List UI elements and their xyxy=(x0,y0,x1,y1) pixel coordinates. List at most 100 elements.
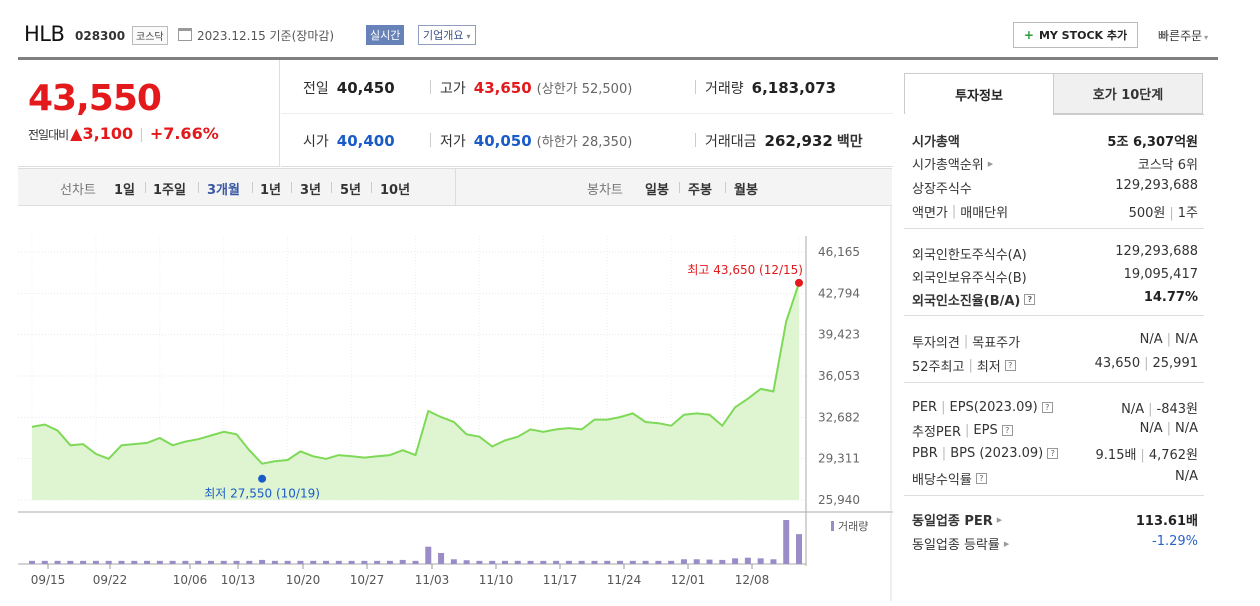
x-tick-label: 11/24 xyxy=(607,573,642,587)
par-value-row: 액면가 | 매매단위 500원 | 1주 xyxy=(912,204,1198,221)
dividend-label: 배당수익률 xyxy=(912,473,972,488)
prev-close-label: 전일 xyxy=(303,81,329,97)
x-tick-label: 09/22 xyxy=(93,573,128,587)
bps-value: 4,762원 xyxy=(1148,448,1198,463)
header-divider xyxy=(18,57,1218,60)
quick-order-dropdown[interactable]: 빠른주문 ▾ xyxy=(1158,27,1208,44)
period-10y[interactable]: 10년 xyxy=(380,183,411,198)
help-icon[interactable]: ? xyxy=(1001,425,1013,436)
x-tick-label: 11/03 xyxy=(415,573,450,587)
company-overview-dropdown[interactable]: 기업개요 ▾ xyxy=(418,25,476,45)
low-value: 40,050 xyxy=(473,132,532,150)
stock-name: HLB xyxy=(24,22,65,46)
period-5y[interactable]: 5년 xyxy=(340,183,362,198)
sector-change-value: -1.29% xyxy=(1152,534,1198,549)
volume-bar xyxy=(105,560,112,564)
volume-bar xyxy=(591,560,598,564)
high-label: 고가 xyxy=(440,81,466,97)
candle-chart-label: 봉차트 xyxy=(587,183,623,198)
par-value-label: 액면가 xyxy=(912,206,948,221)
prev-close-value: 40,450 xyxy=(336,79,395,97)
opinion-row: 투자의견 | 목표주가 N/A | N/A xyxy=(912,332,1198,351)
volume-bar xyxy=(92,560,99,564)
volume-bar xyxy=(29,560,35,564)
help-icon[interactable]: ? xyxy=(975,473,987,484)
foreign-holding-label: 외국인보유주식수(B) xyxy=(912,271,1027,286)
candle-monthly[interactable]: 월봉 xyxy=(734,183,758,198)
add-mystock-button[interactable]: + MY STOCK 추가 xyxy=(1013,22,1138,48)
period-1d[interactable]: 1일 xyxy=(114,183,136,198)
candle-daily[interactable]: 일봉 xyxy=(645,183,669,198)
volume-bar xyxy=(655,560,662,564)
price-chart[interactable]: 46,165 42,794 39,423 36,053 32,682 29,311 25,9… xyxy=(18,206,893,601)
volume-label: 거래량 xyxy=(705,81,744,97)
lower-limit: (하한가 28,350) xyxy=(536,135,633,150)
triangle-right-icon: ▶ xyxy=(996,515,1003,524)
help-icon[interactable]: ? xyxy=(1047,448,1059,459)
open-price: 시가 40,400 xyxy=(303,131,395,151)
volume-bar xyxy=(195,560,202,564)
period-3y[interactable]: 3년 xyxy=(300,183,322,198)
volume-legend-swatch xyxy=(831,521,834,531)
tab-order-book[interactable]: 호가 10단계 xyxy=(1053,73,1203,114)
help-icon[interactable]: ? xyxy=(1041,402,1053,413)
bps-label: BPS (2023.09) xyxy=(950,446,1044,461)
price-area xyxy=(32,282,799,500)
trade-unit-label: 매매단위 xyxy=(960,206,1009,221)
period-1w[interactable]: 1주일 xyxy=(153,183,186,198)
min-point xyxy=(258,474,267,483)
trade-unit: 1주 xyxy=(1177,206,1198,221)
volume-value: 6,183,073 xyxy=(751,79,837,97)
candle-weekly[interactable]: 주봉 xyxy=(688,183,712,198)
eps-label: EPS(2023.09) xyxy=(949,400,1038,415)
volume-bar xyxy=(259,559,266,564)
market-cap-rank-label: 시가총액순위 xyxy=(912,158,984,173)
volume-bar xyxy=(604,560,611,564)
pbr-label: PBR xyxy=(912,446,938,461)
y-tick-label: 29,311 xyxy=(818,452,860,466)
volume-bar xyxy=(476,560,483,564)
help-icon[interactable]: ? xyxy=(1004,360,1016,371)
y-tick-label: 39,423 xyxy=(818,328,860,342)
sector-change-label: 동일업종 등락률 xyxy=(912,538,1000,553)
volume-bar xyxy=(118,560,125,564)
chevron-down-icon: ▾ xyxy=(466,32,471,41)
open-value: 40,400 xyxy=(336,132,395,150)
volume-bar xyxy=(514,560,521,564)
x-tick-label: 10/20 xyxy=(286,573,321,587)
volume-bar xyxy=(565,560,572,564)
pbr-value: 9.15배 xyxy=(1095,448,1137,463)
x-tick-label: 11/10 xyxy=(479,573,514,587)
tab-investment-info[interactable]: 투자정보 xyxy=(904,73,1054,114)
amount-label: 거래대금 xyxy=(705,134,757,150)
market-cap-rank-row[interactable]: 시가총액순위 ▶ 코스닥 6위 xyxy=(912,154,1198,173)
realtime-button[interactable]: 실시간 xyxy=(366,25,405,45)
volume-bar xyxy=(54,560,61,564)
volume-bar xyxy=(41,560,48,564)
help-icon[interactable]: ? xyxy=(1024,294,1036,305)
y-tick-label: 46,165 xyxy=(818,245,860,259)
change-label: 전일대비 xyxy=(28,128,69,142)
period-3m[interactable]: 3개월 xyxy=(207,183,240,198)
min-annotation: 최저 27,550 (10/19) xyxy=(204,487,320,501)
add-mystock-label: MY STOCK 추가 xyxy=(1038,29,1128,42)
change-percent: +7.66% xyxy=(149,124,219,143)
period-1y[interactable]: 1년 xyxy=(260,183,282,198)
current-price: 43,550 xyxy=(28,78,162,119)
x-tick-label: 11/17 xyxy=(543,573,578,587)
volume-bar xyxy=(680,559,687,564)
trade-amount: 거래대금 262,932 백만 xyxy=(705,131,871,151)
volume-bar xyxy=(386,560,393,564)
amount-unit: 백만 xyxy=(836,134,863,150)
volume-bar xyxy=(310,560,317,564)
sector-per-row[interactable]: 동일업종 PER ▶ 113.61배 xyxy=(912,510,1198,529)
x-tick-label: 12/01 xyxy=(671,573,706,587)
triangle-right-icon: ▶ xyxy=(1003,539,1010,548)
plus-icon: + xyxy=(1023,28,1034,42)
volume-bar xyxy=(553,560,560,564)
market-cap-label: 시가총액 xyxy=(912,135,960,150)
y-tick-label: 36,053 xyxy=(818,369,860,383)
volume-legend: 거래량 xyxy=(838,520,868,533)
sector-change-row[interactable]: 동일업종 등락률 ▶ -1.29% xyxy=(912,534,1198,553)
volume-bar xyxy=(348,560,355,564)
